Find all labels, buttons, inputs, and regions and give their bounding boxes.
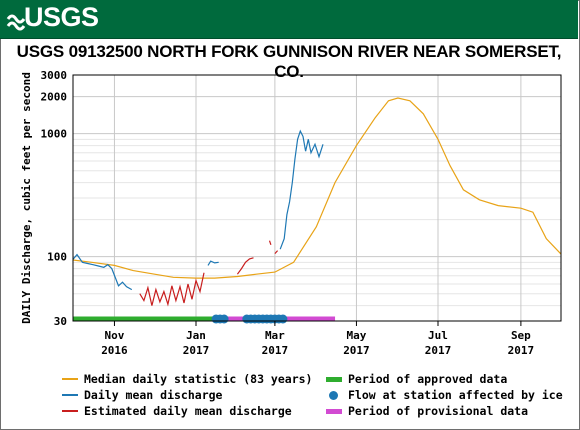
x-tick-label: Jan [186,329,206,342]
ice-marker [278,314,288,324]
y-tick-label: 2000 [41,91,68,104]
y-axis-ticks: 30 100 1000 2000 3000 [41,69,68,328]
usgs-wave-icon [6,14,26,31]
y-tick-label: 30 [54,315,67,328]
y-tick-label: 3000 [41,69,68,82]
series-line [139,272,205,307]
grid-layer [73,74,561,322]
plot-border [72,74,562,322]
series-layer [72,97,562,324]
series-line [72,97,562,279]
x-tick-label: 2017 [508,344,535,357]
x-tick-label: 2017 [183,344,210,357]
usgs-logo: USGS [24,2,99,32]
x-tick-label: Sep [511,329,531,342]
x-tick-label: 2017 [262,344,289,357]
y-tick-label: 1000 [41,128,68,141]
x-tick-label: Jul [428,329,448,342]
x-tick-label: 2017 [425,344,452,357]
ice-marker [219,314,229,324]
x-tick-label: May [347,329,367,342]
x-tick-label: 2017 [343,344,370,357]
x-tick-label: 2016 [101,344,128,357]
y-axis-title: DAILY Discharge, cubic feet per second [20,72,33,324]
series-line [72,253,133,291]
series-line [236,257,254,275]
series-line [274,250,279,255]
chart-title: USGS 09132500 NORTH FORK GUNNISON RIVER … [16,42,562,81]
series-line [207,260,219,266]
x-axis-ticks: Nov 2016 Jan 2017 Mar 2017 May 2017 Jul 2017 Sep 20… [101,321,534,357]
series-line [279,129,324,250]
series-line [268,240,272,245]
x-tick-label: Nov [105,329,125,342]
usgs-banner: USGS [0,0,578,39]
y-tick-label: 100 [47,251,67,264]
x-tick-label: Mar [265,329,285,342]
